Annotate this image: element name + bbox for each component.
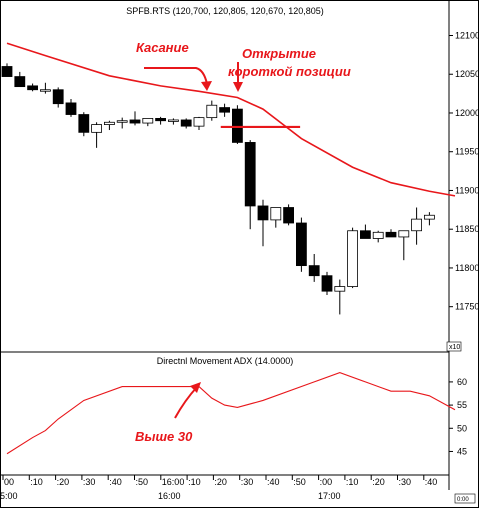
touch-arrow-line (144, 67, 208, 85)
candle-body (78, 114, 90, 133)
x-tick-label: :00 (320, 477, 333, 487)
annotation-open-1: Открытие (242, 46, 316, 61)
x-tick-label: :20 (214, 477, 227, 487)
corner-box (454, 493, 476, 504)
open-arrow-head (233, 82, 243, 92)
adx-line (6, 372, 456, 455)
x-major-label: 16:00 (158, 491, 181, 501)
price-layer (1, 42, 456, 315)
candle-body (244, 142, 256, 207)
price-y-tick-label: 12000 (455, 108, 479, 118)
candle-body (385, 231, 397, 238)
candle-body (423, 214, 435, 220)
adx-y-tick-label: 45 (457, 446, 467, 456)
x-tick-label: :40 (109, 477, 122, 487)
adx-arrow-head (190, 382, 201, 393)
x-tick-label: :50 (136, 477, 149, 487)
annotation-touch: Касание (136, 40, 189, 55)
x-tick-label: :10 (30, 477, 43, 487)
axis-layer: 12100 12050 12000 11950 11900 11850 11800 11750… (0, 30, 479, 501)
candle-body (180, 119, 192, 127)
adx-y-tick-label: 50 (457, 423, 467, 433)
moving-average-line (6, 42, 456, 197)
candle-body (321, 275, 333, 292)
candle-body (193, 117, 205, 127)
candle-body (1, 66, 13, 77)
x-tick-label: :30 (241, 477, 254, 487)
x-tick-label: :20 (57, 477, 70, 487)
candle-body (347, 230, 359, 287)
candle-body (270, 207, 282, 221)
x-tick-label: :20 (372, 477, 385, 487)
adx-y-tick-label: 55 (457, 400, 467, 410)
x-tick-label: :40 (425, 477, 438, 487)
candle-body (167, 119, 179, 122)
candle-body (91, 124, 102, 133)
scale-box (446, 341, 462, 352)
candle-body (116, 120, 128, 123)
adx-title: Directnl Movement ADX (14.0000) (157, 356, 294, 366)
scale-label: x10 (449, 344, 460, 351)
candle-body (206, 104, 218, 119)
candle-body (334, 286, 346, 292)
price-y-tick-label: 11750 (455, 302, 479, 312)
candle-body (308, 265, 320, 277)
candle-body (52, 89, 64, 105)
annotation-open-2: короткой позиции (228, 64, 351, 79)
candle-body (372, 231, 384, 239)
candle-body (283, 207, 295, 224)
x-tick-label: :40 (267, 477, 280, 487)
candle-body (295, 222, 307, 267)
adx-arrow-line (174, 386, 198, 419)
x-major-label: 5:00 (0, 491, 18, 501)
x-tick-label: :30 (83, 477, 96, 487)
touch-arrow-head (201, 81, 212, 91)
x-tick-label: :10 (346, 477, 359, 487)
candle-body (257, 205, 269, 221)
price-y-tick-label: 11900 (455, 185, 479, 195)
x-tick-label: :30 (399, 477, 412, 487)
price-y-tick-label: 12100 (455, 30, 479, 40)
adx-layer (6, 372, 456, 455)
x-tick-label: 16:00 (162, 477, 185, 487)
candle-body (104, 121, 115, 126)
x-tick-label: :50 (293, 477, 306, 487)
candle-body (231, 108, 243, 143)
price-y-tick-label: 11950 (455, 147, 479, 157)
price-y-tick-label: 12050 (455, 69, 479, 79)
price-y-tick-label: 11850 (455, 224, 479, 234)
candle-body (65, 102, 77, 115)
candle-body (359, 230, 371, 239)
candle-body (398, 230, 410, 238)
candle-body (411, 218, 423, 232)
candle-body (14, 76, 26, 88)
candle-body (40, 89, 51, 92)
candle-body (27, 85, 39, 91)
x-tick-label: :10 (188, 477, 201, 487)
candle-body (129, 119, 141, 124)
candle-body (155, 118, 167, 122)
candle-body (219, 107, 231, 113)
candle-body (142, 118, 154, 124)
corner-label: 0:00 (457, 497, 469, 503)
adx-y-tick-label: 60 (457, 377, 467, 387)
x-tick-label: 00 (4, 477, 14, 487)
price-title: SPFB.RTS (120,700, 120,805, 120,670, 120… (126, 6, 323, 16)
x-major-label: 17:00 (318, 491, 341, 501)
price-y-tick-label: 11800 (455, 263, 479, 273)
annotation-adx: Выше 30 (135, 429, 193, 444)
